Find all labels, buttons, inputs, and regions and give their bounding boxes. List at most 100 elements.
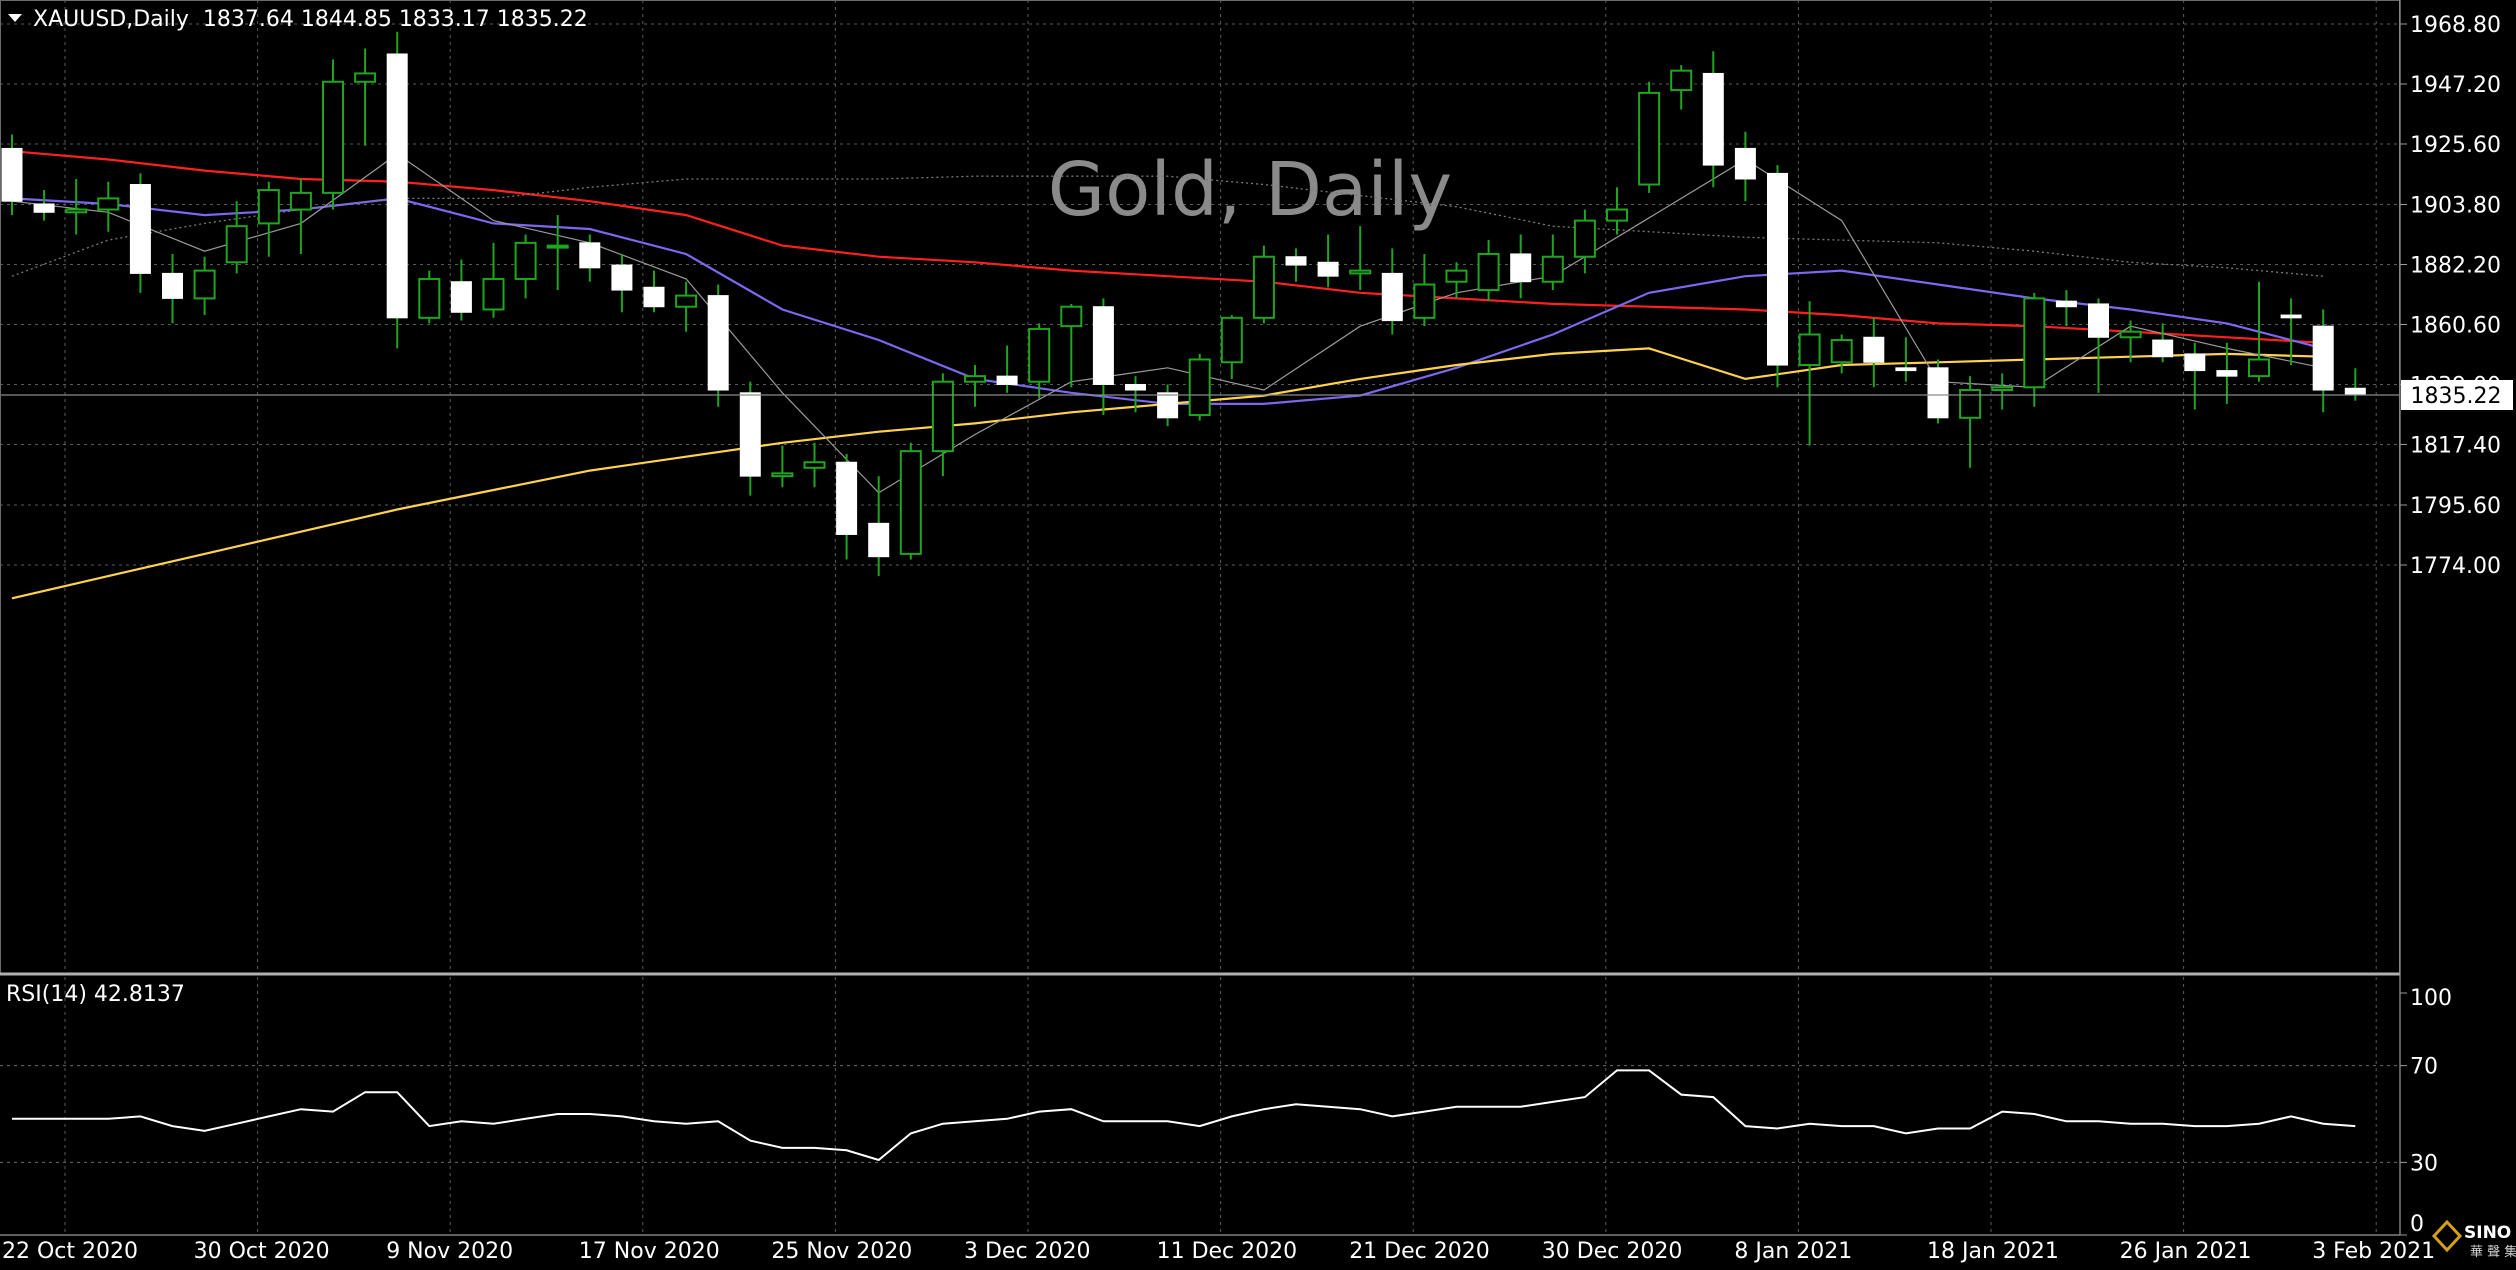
bearish-candle — [1510, 253, 1532, 283]
price-tick-label: 1817.40 — [2410, 433, 2501, 458]
price-tick-label: 1882.20 — [2410, 254, 2501, 279]
bullish-candle — [1060, 305, 1083, 328]
date-tick-label: 22 Oct 2020 — [2, 1239, 138, 1264]
bearish-candle — [1863, 336, 1885, 363]
date-tick-label: 26 Jan 2021 — [2120, 1239, 2252, 1264]
bearish-candle — [386, 53, 408, 319]
date-tick-label: 8 Jan 2021 — [1734, 1239, 1852, 1264]
date-tick-label: 3 Feb 2021 — [2312, 1239, 2435, 1264]
bullish-candle — [482, 277, 505, 311]
bearish-candle — [2216, 370, 2238, 377]
bearish-candle — [1157, 392, 1179, 419]
date-tick-label: 30 Dec 2020 — [1542, 1239, 1683, 1264]
bearish-candle — [1702, 72, 1724, 166]
date-tick-label: 30 Oct 2020 — [194, 1239, 330, 1264]
bullish-candle — [1830, 339, 1853, 364]
date-tick-label: 9 Nov 2020 — [386, 1239, 513, 1264]
rsi-tick-label: 30 — [2410, 1151, 2438, 1176]
price-tick-label: 1903.80 — [2410, 194, 2501, 219]
bearish-candle — [996, 375, 1018, 385]
bullish-candle — [1413, 283, 1436, 319]
bearish-candle — [643, 286, 665, 308]
bullish-candle — [418, 277, 441, 319]
bearish-candle — [868, 522, 890, 558]
rsi-tick-label: 100 — [2410, 986, 2452, 1011]
bullish-candle — [289, 191, 312, 211]
bullish-candle — [899, 450, 922, 555]
date-tick-label: 21 Dec 2020 — [1349, 1239, 1490, 1264]
bullish-candle — [771, 472, 794, 478]
bullish-candle — [514, 241, 537, 280]
date-tick-label: 3 Dec 2020 — [964, 1239, 1091, 1264]
date-tick-label: 18 Jan 2021 — [1927, 1239, 2059, 1264]
bullish-candle — [65, 208, 88, 214]
bearish-candle — [836, 461, 858, 535]
bullish-candle — [1188, 358, 1211, 417]
price-tick-label: 1795.60 — [2410, 494, 2501, 519]
price-tick-label: 1968.80 — [2410, 13, 2501, 38]
bearish-candle — [739, 392, 761, 477]
price-tick-label: 1860.60 — [2410, 313, 2501, 338]
moving-average-line — [11, 175, 2324, 277]
rsi-grid — [64, 977, 2377, 1235]
rsi-line — [12, 1069, 2356, 1162]
logo-diamond-icon — [2431, 1219, 2463, 1253]
bearish-candle — [2280, 314, 2302, 319]
bearish-candle — [129, 184, 151, 274]
bullish-candle — [2248, 358, 2270, 378]
bullish-candle — [1541, 255, 1564, 283]
price-tick-label: 1774.00 — [2410, 554, 2501, 579]
bullish-candle — [322, 80, 344, 194]
bearish-candle — [611, 264, 633, 291]
bearish-candle — [162, 272, 183, 299]
bullish-candle — [964, 375, 986, 383]
bearish-candle — [2344, 387, 2366, 396]
candlesticks — [1, 31, 2366, 577]
price-tick-label: 1925.60 — [2410, 133, 2501, 158]
bearish-candle — [1927, 367, 1949, 419]
bullish-candle — [97, 197, 120, 211]
bullish-candle — [1670, 69, 1693, 92]
bearish-candle — [2312, 325, 2334, 391]
bullish-candle — [1959, 389, 1982, 419]
rsi-tick-label: 0 — [2410, 1212, 2424, 1237]
bullish-candle — [546, 244, 569, 249]
bullish-candle — [1477, 252, 1500, 292]
bearish-candle — [1767, 172, 1788, 366]
bullish-candle — [354, 72, 377, 83]
bearish-candle — [1895, 367, 1917, 372]
bullish-candle — [257, 189, 280, 225]
rsi-label: RSI(14) 42.8137 — [6, 982, 185, 1007]
bearish-candle — [450, 281, 472, 313]
symbol-header[interactable]: XAUUSD,Daily 1837.64 1844.85 1833.17 183… — [8, 7, 588, 32]
bearish-candle — [1285, 256, 1307, 266]
sino-sound-logo: SINO SOUND 華 聲 集 團 — [2431, 1219, 2516, 1260]
current-price-badge: 1835.22 — [2401, 379, 2513, 410]
price-grid — [0, 0, 2400, 972]
bearish-candle — [2184, 353, 2206, 372]
date-tick-label: 11 Dec 2020 — [1157, 1239, 1298, 1264]
bullish-candle — [1252, 255, 1275, 319]
bullish-candle — [1573, 219, 1596, 258]
bearish-candle — [1125, 383, 1146, 391]
bullish-candle — [1349, 269, 1372, 275]
bullish-candle — [803, 461, 826, 469]
bullish-candle — [2023, 297, 2046, 389]
bearish-candle — [2055, 300, 2077, 308]
bearish-candle — [1, 147, 23, 202]
bearish-candle — [2088, 303, 2109, 338]
symbol-ohlc-line: XAUUSD,Daily 1837.64 1844.85 1833.17 183… — [33, 7, 588, 32]
rsi-axis-labels: 100 70 30 0 — [2400, 986, 2452, 1237]
chart-watermark: Gold, Daily — [1048, 147, 1452, 233]
date-tick-label: 17 Nov 2020 — [579, 1239, 720, 1264]
bullish-candle — [1991, 386, 2014, 392]
price-axis-labels: 1968.80 1947.20 1925.60 1903.80 1882.20 1860.… — [2400, 13, 2501, 579]
bullish-candle — [675, 294, 698, 308]
bullish-candle — [931, 380, 954, 453]
bullish-candle — [1798, 333, 1821, 367]
price-tick-label: 1947.20 — [2410, 73, 2501, 98]
logo-text: SINO SOUND — [2464, 1223, 2516, 1243]
rsi-indicator — [0, 1065, 2400, 1163]
dropdown-triangle-icon[interactable] — [8, 14, 22, 22]
